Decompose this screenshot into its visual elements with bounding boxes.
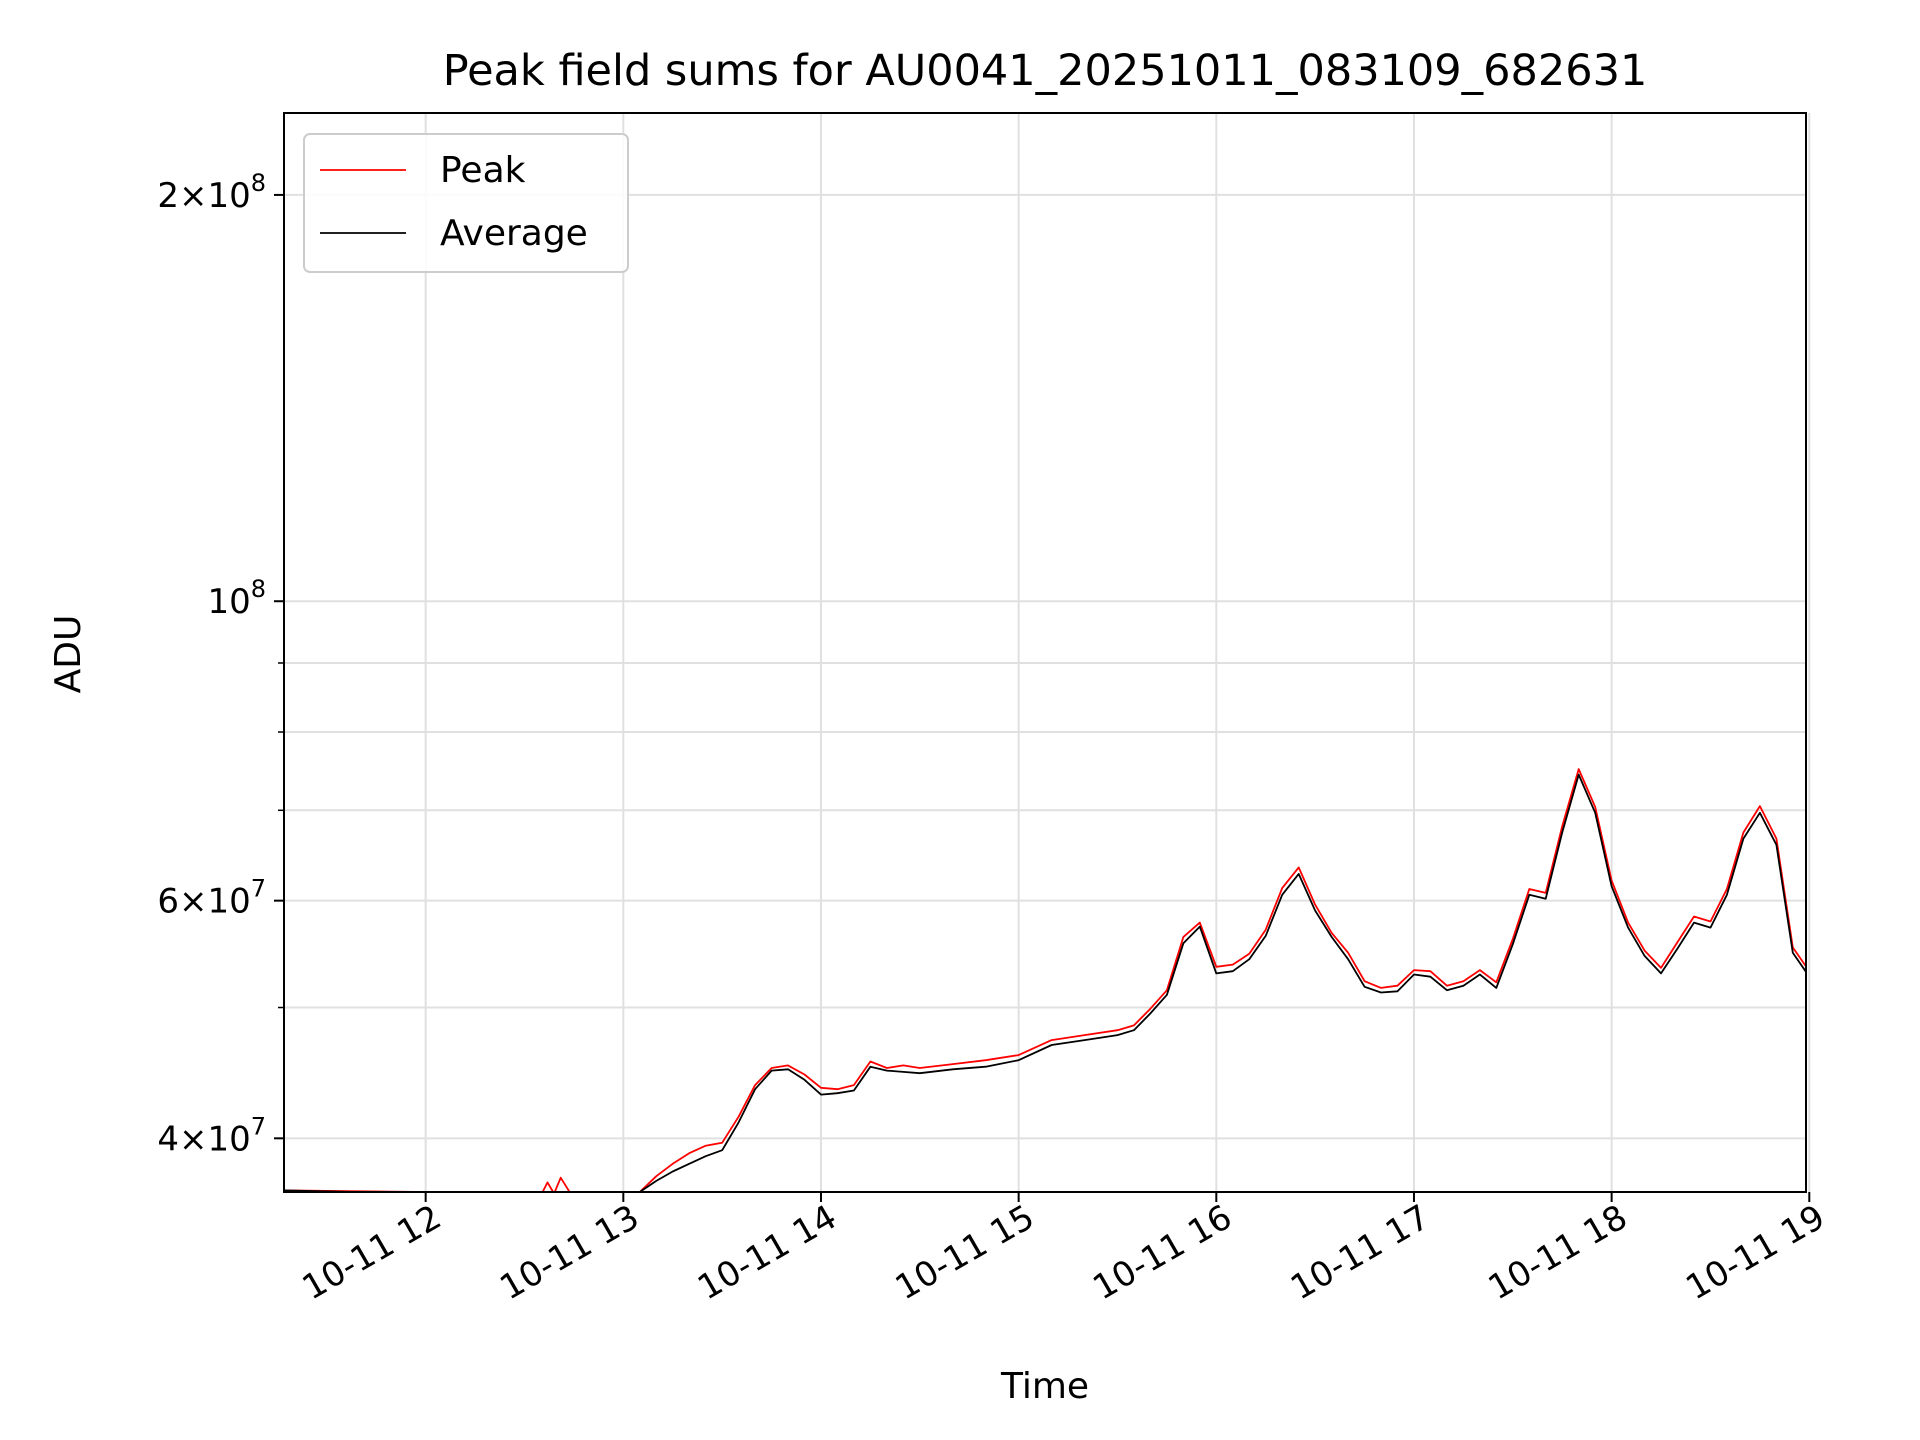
y-tick-label: 2×108 xyxy=(157,169,266,216)
legend-label-average: Average xyxy=(440,213,588,254)
series-lines xyxy=(284,768,1806,1192)
y-tick-base: 10 xyxy=(207,1119,250,1159)
legend-label-peak: Peak xyxy=(440,150,526,191)
y-tick-label: 108 xyxy=(207,575,266,622)
y-tick-exponent: 8 xyxy=(251,169,266,197)
y-tick-times: × xyxy=(179,882,208,922)
y-tick-label: 4×107 xyxy=(157,1112,266,1159)
legend: Peak Average xyxy=(303,133,629,273)
series-line-peak xyxy=(284,768,1806,1192)
y-tick-exponent: 7 xyxy=(251,1112,266,1140)
y-tick-exponent: 8 xyxy=(251,575,266,603)
plot-area-frame xyxy=(283,112,1807,1193)
y-tick-times: × xyxy=(179,1119,208,1159)
y-tick-exponent: 7 xyxy=(251,875,266,903)
y-tick-mantissa: 4 xyxy=(157,1119,179,1159)
chart-title: Peak field sums for AU0041_20251011_0831… xyxy=(443,46,1648,96)
series-line-average xyxy=(284,773,1806,1192)
x-axis-label: Time xyxy=(1000,1366,1089,1407)
y-tick-base: 10 xyxy=(207,882,250,922)
y-tick-times: × xyxy=(179,176,208,216)
y-axis-label: ADU xyxy=(48,615,89,694)
y-tick-base: 10 xyxy=(207,176,250,216)
legend-box xyxy=(303,133,629,273)
y-tick-label: 6×107 xyxy=(157,875,266,922)
y-tick-mantissa: 6 xyxy=(157,882,179,922)
y-tick-mantissa: 2 xyxy=(157,176,179,216)
y-tick-base: 10 xyxy=(207,582,250,622)
